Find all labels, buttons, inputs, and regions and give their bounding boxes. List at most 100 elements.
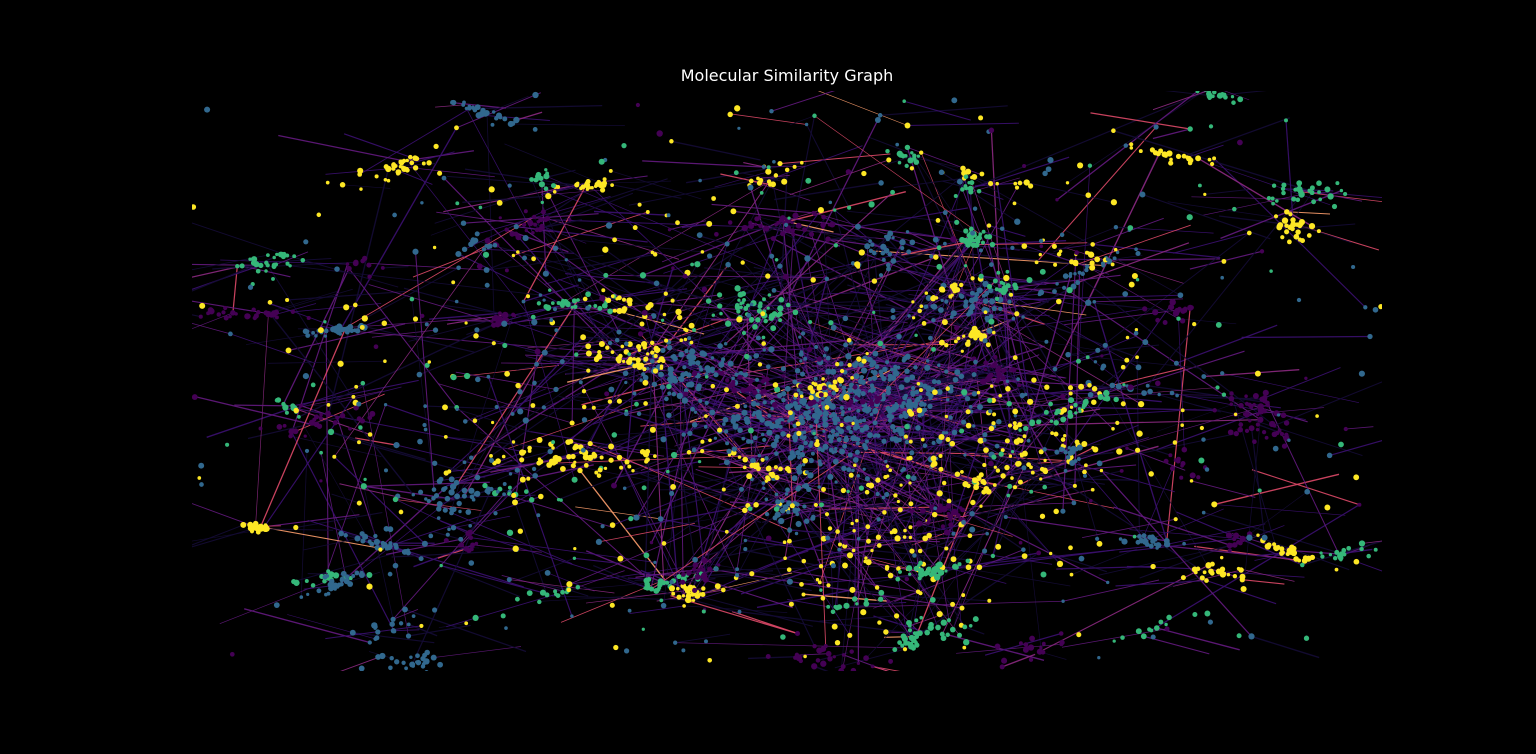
graph-edge — [1264, 367, 1341, 399]
graph-edge — [337, 127, 458, 334]
graph-node — [989, 384, 994, 388]
graph-node — [978, 115, 984, 121]
graph-node — [1284, 118, 1288, 123]
graph-node — [969, 511, 975, 517]
graph-node — [719, 311, 723, 316]
graph-edge — [1068, 344, 1159, 356]
graph-edge — [854, 350, 963, 374]
graph-node — [993, 465, 997, 469]
graph-node — [398, 509, 404, 515]
graph-node — [976, 390, 981, 395]
graph-node — [982, 338, 988, 344]
graph-node — [801, 463, 806, 467]
graph-node — [727, 453, 732, 457]
graph-node — [534, 348, 541, 355]
graph-node — [994, 443, 1000, 449]
graph-edge — [569, 487, 800, 585]
graph-edge — [287, 255, 399, 288]
graph-node — [971, 372, 977, 378]
graph-node — [703, 424, 708, 429]
graph-node — [830, 324, 837, 331]
graph-node — [870, 664, 875, 669]
graph-node — [831, 412, 838, 419]
graph-node — [660, 602, 667, 609]
graph-node — [650, 250, 655, 255]
graph-node — [675, 220, 680, 226]
graph-node — [814, 344, 819, 350]
graph-node — [969, 290, 975, 296]
graph-node — [710, 369, 715, 374]
graph-node — [849, 586, 856, 593]
graph-edge — [430, 222, 464, 236]
graph-node — [894, 535, 901, 542]
graph-edge — [1039, 564, 1209, 653]
graph-node — [1115, 383, 1122, 390]
graph-node — [424, 649, 430, 656]
graph-edge — [936, 451, 1073, 578]
graph-node — [971, 391, 978, 397]
graph-node — [1166, 150, 1173, 157]
graph-node — [1013, 285, 1019, 291]
graph-edge — [669, 385, 821, 465]
graph-node — [1014, 185, 1020, 190]
graph-node — [599, 294, 606, 302]
graph-node — [1310, 191, 1315, 195]
graph-node — [776, 220, 781, 225]
graph-node — [945, 386, 950, 391]
graph-edge — [465, 388, 546, 422]
graph-node — [626, 358, 633, 365]
graph-node — [832, 379, 838, 385]
graph-node — [1111, 128, 1116, 133]
graph-node — [669, 490, 675, 496]
graph-edge — [663, 403, 866, 544]
graph-node — [524, 489, 529, 494]
graph-node — [725, 261, 731, 268]
graph-node — [1221, 392, 1227, 397]
graph-node — [713, 566, 719, 572]
graph-node — [1134, 247, 1138, 252]
graph-node — [1169, 390, 1175, 396]
graph-node — [1228, 395, 1235, 402]
graph-node — [975, 243, 980, 248]
graph-node — [327, 581, 334, 588]
graph-node — [904, 576, 910, 582]
graph-edge — [1024, 451, 1066, 464]
graph-edge — [1071, 548, 1138, 575]
graph-edge — [771, 91, 836, 112]
graph-edge — [1065, 464, 1137, 472]
graph-edge — [525, 430, 648, 453]
graph-node — [608, 443, 615, 450]
graph-node — [762, 486, 766, 490]
graph-node — [530, 314, 536, 320]
graph-node — [1276, 223, 1282, 229]
graph-node — [846, 552, 854, 559]
graph-node — [676, 594, 682, 600]
graph-node — [976, 564, 983, 571]
graph-node — [265, 310, 272, 317]
graph-node — [742, 371, 749, 378]
graph-edge — [1028, 371, 1100, 395]
graph-edge — [1093, 301, 1168, 542]
graph-node — [282, 404, 289, 411]
graph-node — [833, 243, 839, 248]
graph-node — [580, 184, 586, 190]
graph-node — [842, 539, 848, 545]
graph-node — [864, 439, 869, 444]
graph-node — [966, 312, 971, 316]
graph-node — [303, 239, 309, 245]
graph-node — [856, 396, 860, 401]
graph-node — [757, 362, 763, 367]
graph-edge — [855, 459, 966, 628]
graph-node — [508, 472, 513, 476]
graph-edge — [894, 549, 1024, 603]
graph-node — [1180, 575, 1186, 581]
graph-edge — [653, 329, 687, 334]
graph-edge — [722, 361, 928, 522]
graph-node — [798, 414, 805, 421]
graph-node — [574, 182, 580, 188]
graph-edge — [988, 225, 1026, 237]
graph-node — [795, 520, 802, 528]
graph-node — [1063, 468, 1068, 473]
graph-node — [1284, 223, 1289, 228]
graph-node — [706, 253, 713, 259]
